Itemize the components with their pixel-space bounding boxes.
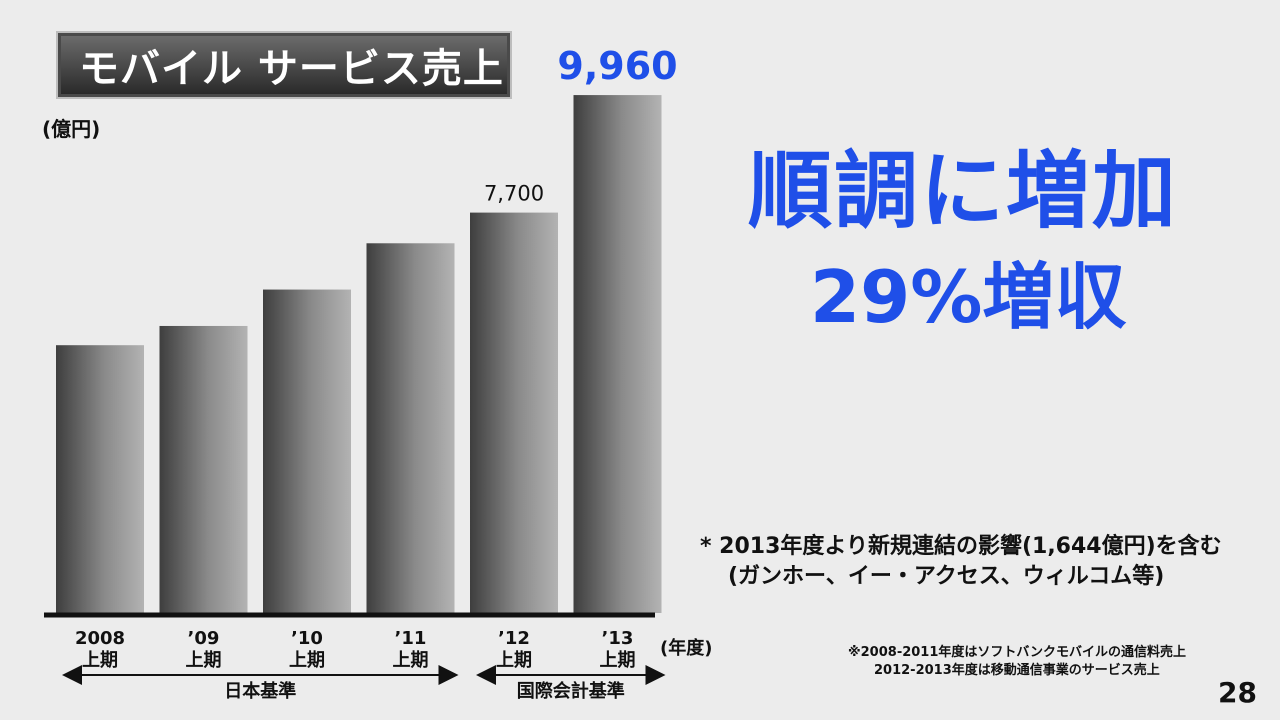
tick-label-1-1: 上期	[186, 650, 222, 671]
bar-3	[366, 243, 455, 613]
bar-4	[470, 212, 558, 613]
bar-1	[159, 325, 248, 613]
consolidation-companies: (ガンホー、イー・アクセス、ウィルコム等)	[728, 564, 1165, 589]
group-label-0: 日本基準	[224, 680, 296, 702]
slide-title: モバイル サービス売上	[58, 33, 510, 97]
tick-label-4-0: ’12	[498, 628, 530, 649]
tick-label-5-1: 上期	[600, 650, 636, 671]
page-number: 28	[1218, 676, 1257, 709]
footnote-2: 2012-2013年度は移動通信事業のサービス売上	[874, 663, 1160, 678]
footnote-1: ※2008-2011年度はソフトバンクモバイルの通信料売上	[848, 645, 1187, 660]
unit-label: (億円)	[42, 117, 101, 141]
tick-label-5-0: ’13	[602, 628, 634, 649]
consolidation-note: * 2013年度より新規連結の影響(1,644億円)を含む	[700, 534, 1222, 559]
headline: 順調に増加	[748, 142, 1179, 240]
tick-label-2-0: ’10	[291, 628, 323, 649]
tick-label-1-0: ’09	[188, 628, 220, 649]
tick-label-2-1: 上期	[289, 650, 325, 671]
bar-chart: 2008上期’09上期’10上期’11上期7,700’12上期9,960’13上…	[44, 44, 678, 702]
tick-label-0-0: 2008	[75, 628, 125, 649]
tick-label-4-1: 上期	[496, 650, 532, 671]
group-label-1: 国際会計基準	[517, 680, 625, 702]
data-label-4: 7,700	[484, 182, 544, 206]
bar-5	[573, 95, 662, 613]
data-label-5: 9,960	[557, 44, 677, 88]
growth-rate: 29%増収	[810, 255, 1127, 339]
bar-0	[56, 345, 144, 613]
tick-label-3-0: ’11	[395, 628, 427, 649]
tick-label-0-1: 上期	[82, 650, 118, 671]
bar-2	[263, 289, 351, 613]
tick-label-3-1: 上期	[393, 650, 429, 671]
fiscal-year-label: (年度)	[660, 638, 713, 659]
